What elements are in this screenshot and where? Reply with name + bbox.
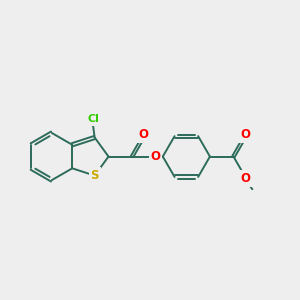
Text: Cl: Cl [87,115,99,124]
Text: O: O [240,172,250,185]
Text: S: S [90,169,99,182]
Text: O: O [151,150,160,163]
Text: O: O [139,128,149,141]
Text: O: O [240,128,250,141]
